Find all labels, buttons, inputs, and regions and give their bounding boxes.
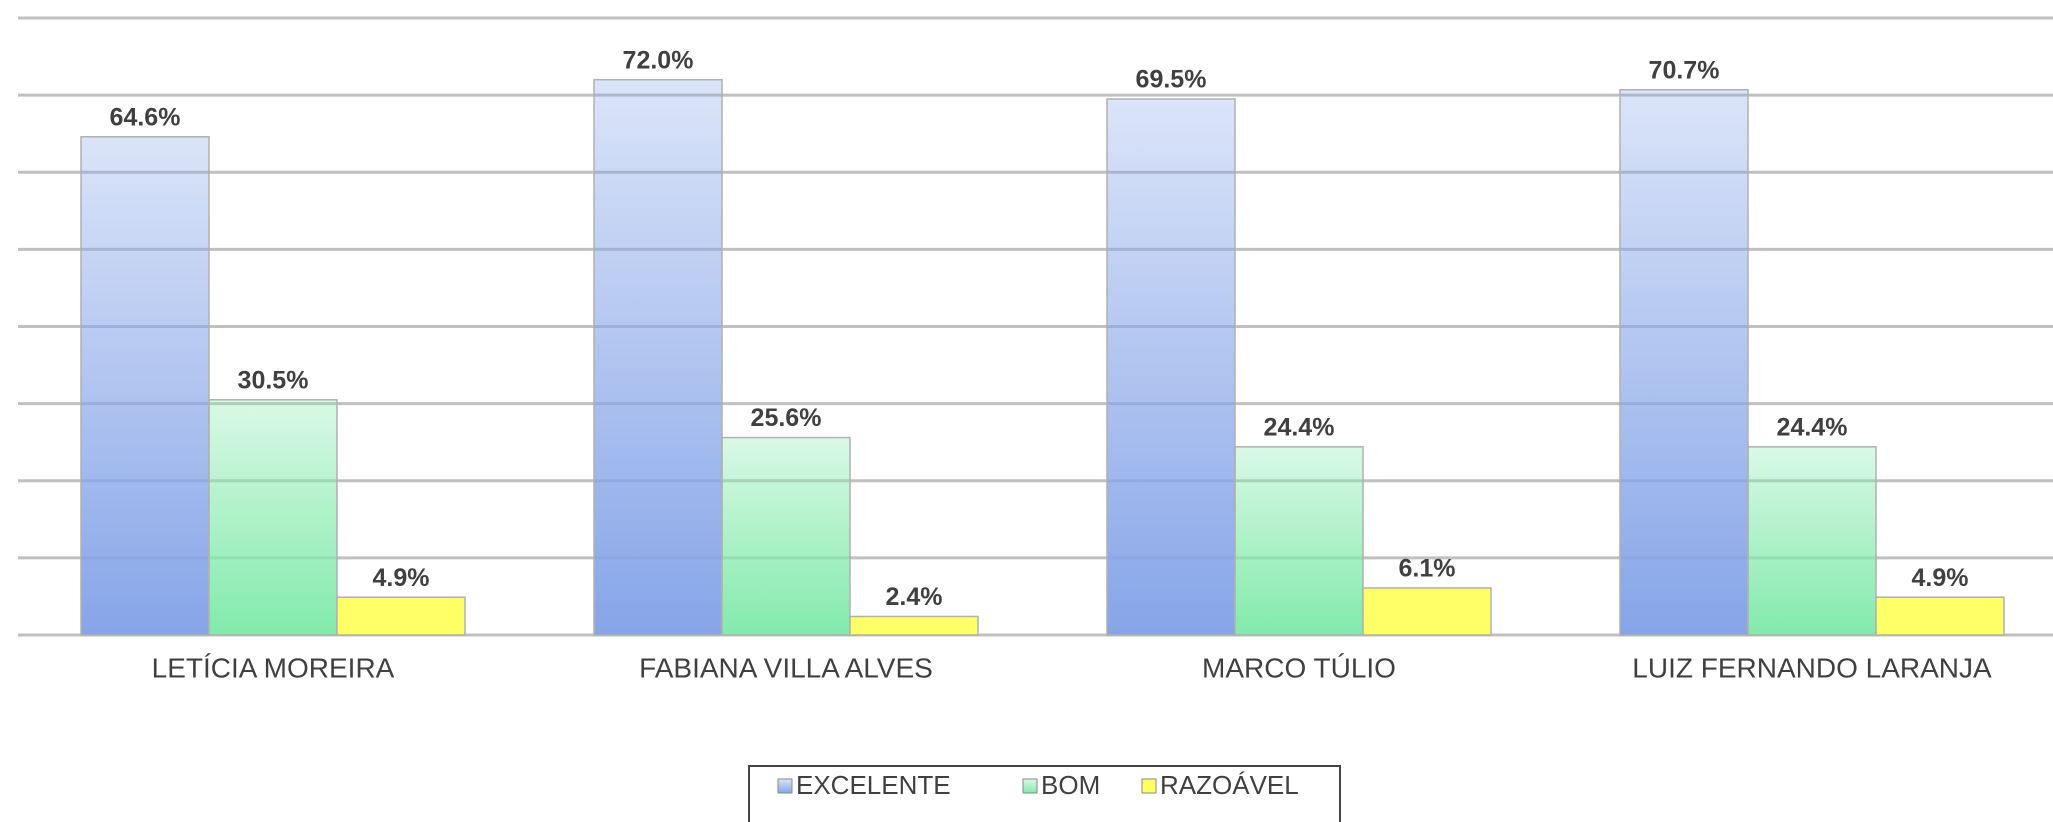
legend-box (748, 765, 1341, 822)
x-tick-label: LUIZ FERNANDO LARANJA (1632, 652, 1992, 683)
legend-swatch (1022, 778, 1038, 794)
value-label: 69.5% (1136, 66, 1207, 94)
value-label: 4.9% (373, 564, 430, 592)
bar (1362, 587, 1492, 636)
value-label: 24.4% (1264, 413, 1335, 441)
x-tick-label: MARCO TÚLIO (1202, 652, 1396, 683)
value-label: 24.4% (1777, 413, 1848, 441)
bar (1106, 98, 1236, 636)
value-label: 4.9% (1912, 564, 1969, 592)
value-label: 72.0% (623, 46, 694, 74)
bar (336, 596, 466, 636)
value-label: 64.6% (110, 103, 181, 131)
bar (849, 615, 979, 636)
value-label: 6.1% (1399, 555, 1456, 583)
x-tick-label: FABIANA VILLA ALVES (639, 652, 933, 683)
bar (1747, 446, 1877, 636)
legend-label: EXCELENTE (796, 770, 951, 800)
legend-label: BOM (1041, 770, 1100, 800)
bar (593, 78, 723, 636)
bar (721, 436, 851, 636)
x-tick-label: LETÍCIA MOREIRA (152, 652, 395, 683)
value-label: 30.5% (238, 366, 309, 394)
bar (80, 136, 210, 636)
legend-swatch (777, 778, 793, 794)
bar (1619, 88, 1749, 636)
value-label: 70.7% (1649, 56, 1720, 84)
bar (1875, 596, 2005, 636)
legend-swatch (1141, 778, 1157, 794)
value-label: 2.4% (886, 583, 943, 611)
bar (1234, 446, 1364, 636)
legend-label: RAZOÁVEL (1160, 770, 1299, 800)
value-label: 25.6% (751, 404, 822, 432)
bar (208, 399, 338, 636)
